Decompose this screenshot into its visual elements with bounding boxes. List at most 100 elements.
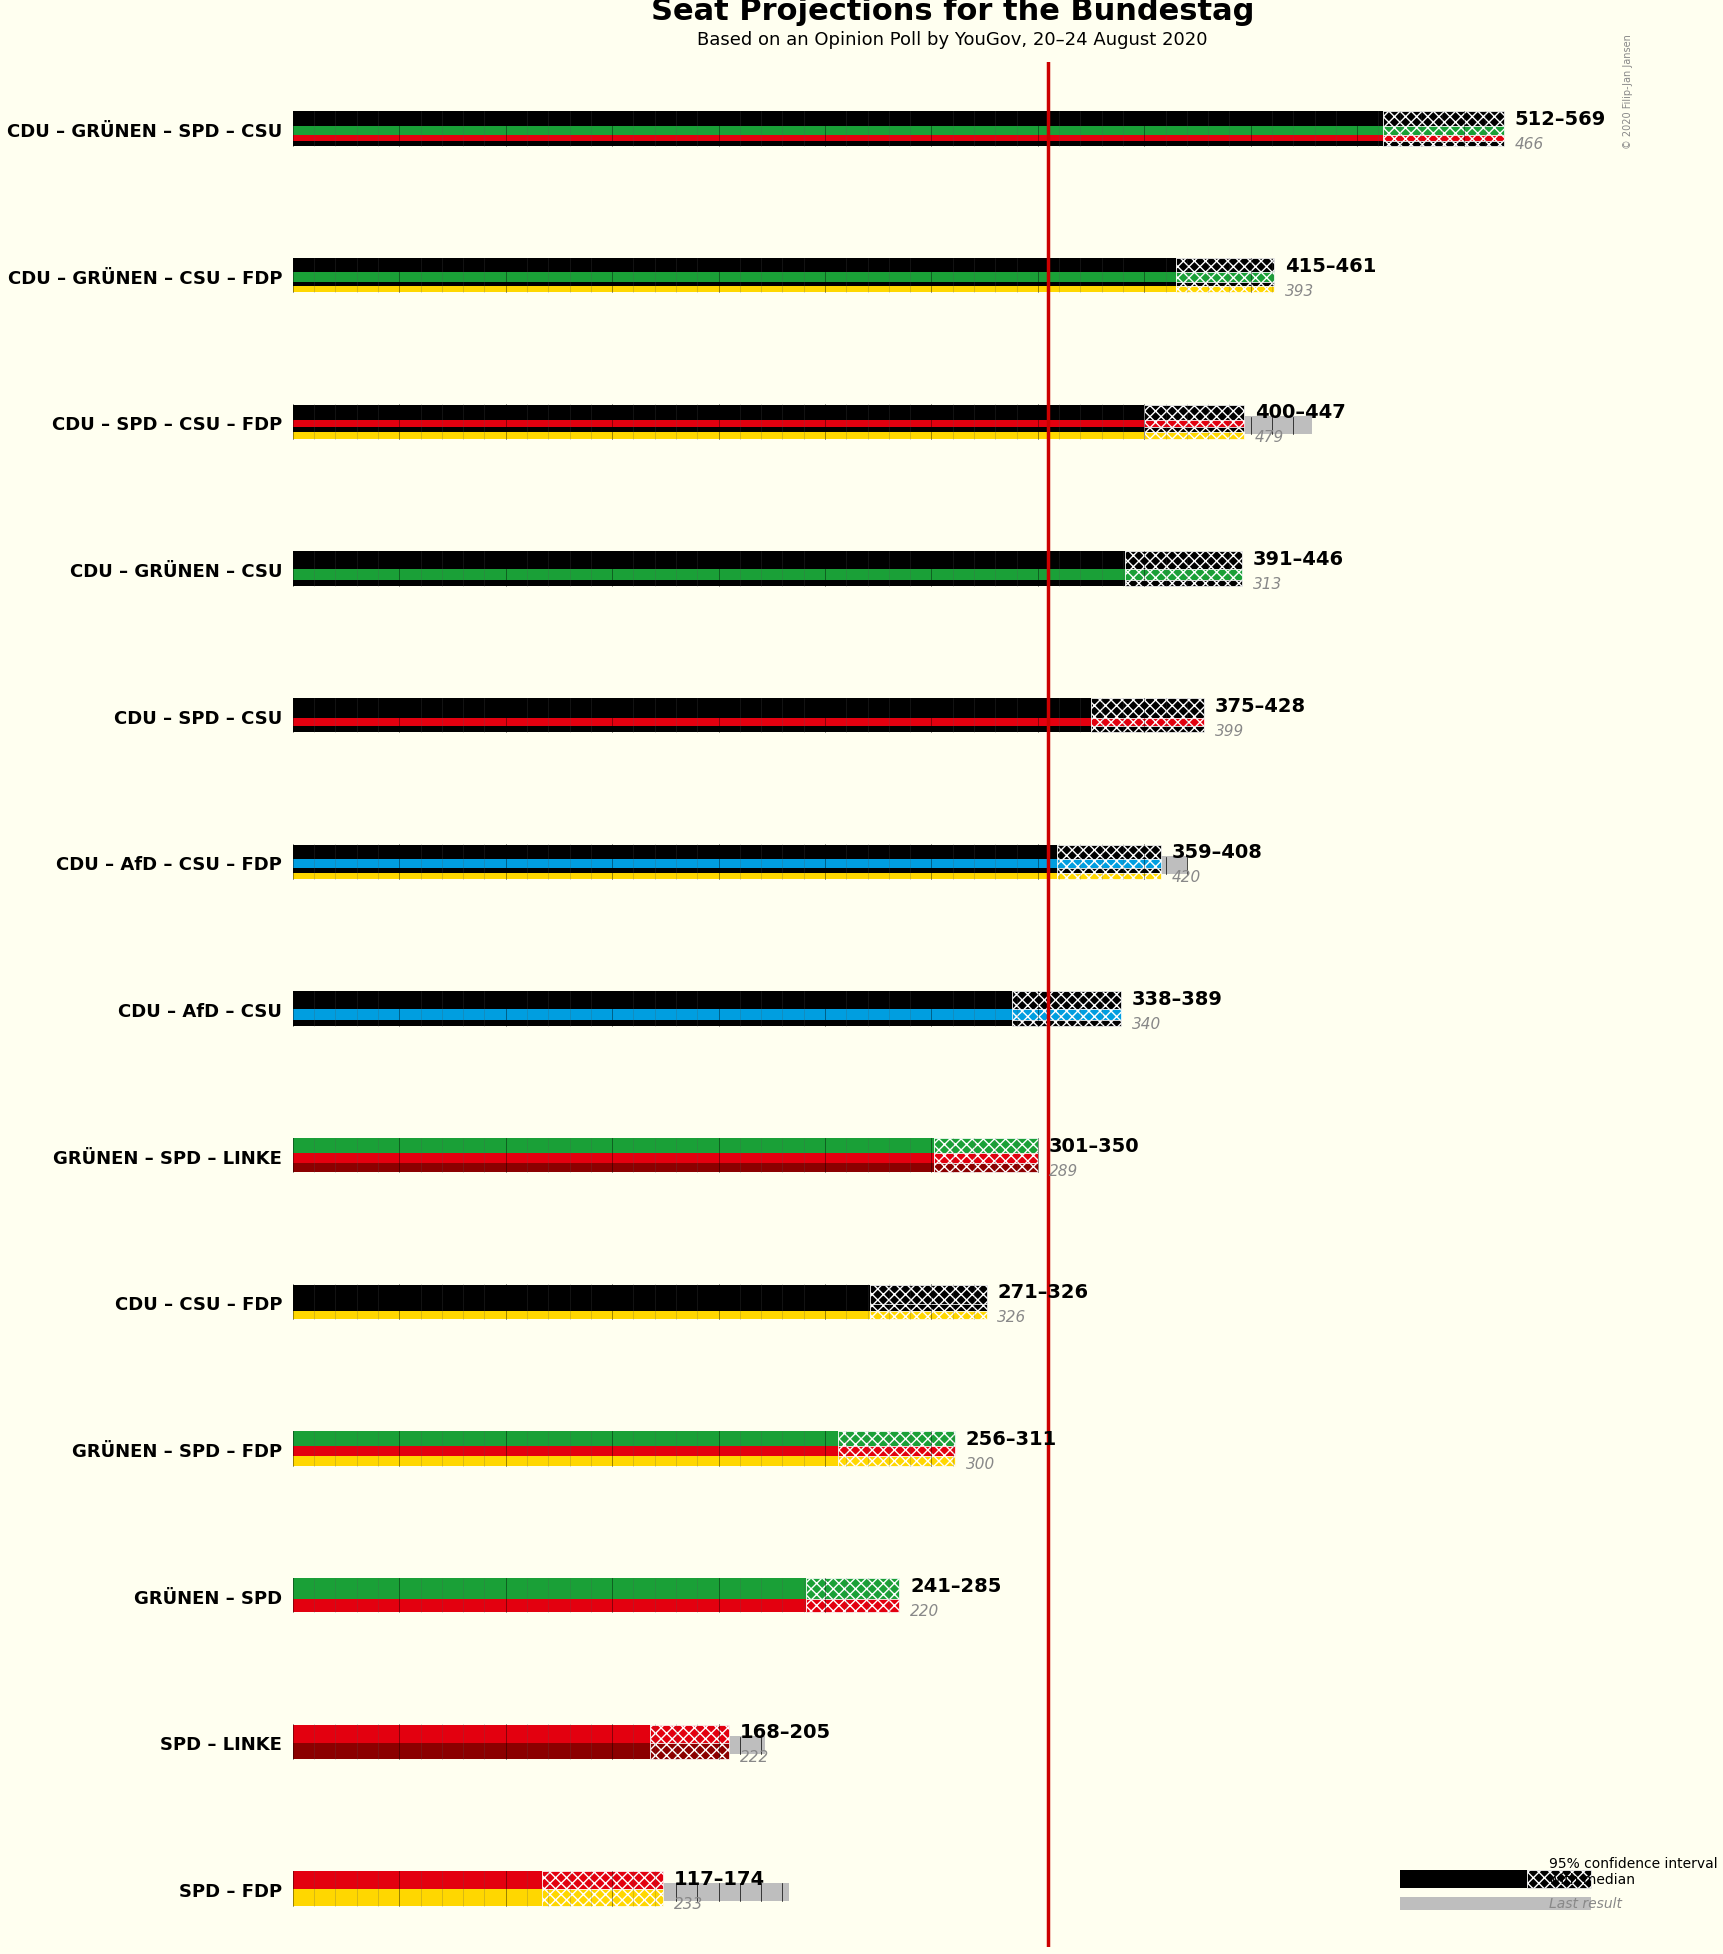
Bar [293,1442,930,1462]
Text: 393: 393 [1284,283,1313,299]
Bar [293,991,1011,1008]
Bar [1382,125,1502,135]
Text: CDU – GRÜNEN – CSU: CDU – GRÜNEN – CSU [69,563,283,580]
Bar [293,551,1125,569]
Bar [1125,580,1242,586]
Text: CDU – SPD – CSU – FDP: CDU – SPD – CSU – FDP [52,416,283,434]
Bar [293,873,1056,879]
Bar [805,1579,899,1598]
Bar [293,1153,932,1163]
Text: 466: 466 [1515,137,1544,152]
Text: CDU – GRÜNEN – CSU – FDP: CDU – GRÜNEN – CSU – FDP [7,270,283,287]
Bar [1011,991,1120,1008]
Bar [293,717,1091,727]
Bar [1175,272,1273,281]
Bar [293,420,1144,428]
Text: CDU – AfD – CSU – FDP: CDU – AfD – CSU – FDP [57,856,283,873]
Text: 326: 326 [998,1311,1027,1325]
Text: 479: 479 [1254,430,1284,446]
Text: 300: 300 [965,1458,994,1471]
Bar [650,1725,729,1743]
Bar [293,1008,1011,1020]
Text: 340: 340 [1130,1016,1160,1032]
Text: CDU – AfD – CSU: CDU – AfD – CSU [119,1002,283,1022]
Bar [1144,428,1244,432]
Bar [293,580,1125,586]
Bar [293,1296,986,1315]
Bar [293,1890,541,1905]
Bar [1056,868,1161,873]
Bar [293,856,1185,875]
Text: 241–285: 241–285 [910,1577,1001,1596]
Bar [293,428,1144,432]
Bar [1011,1008,1120,1020]
Bar [932,1137,1037,1153]
Text: 95% confidence interval
with median: 95% confidence interval with median [1547,1856,1716,1888]
Bar [293,258,1175,272]
Bar [932,1153,1037,1163]
Bar [293,1725,650,1743]
Bar [293,1456,837,1466]
Text: 512–569: 512–569 [1515,109,1604,129]
Text: CDU – CSU – FDP: CDU – CSU – FDP [115,1296,283,1315]
Text: CDU – SPD – CSU: CDU – SPD – CSU [114,709,283,727]
Bar [293,860,1056,868]
Bar [293,569,1125,580]
Bar [293,1002,1017,1022]
Bar [1175,287,1273,293]
Bar [1382,141,1502,147]
Text: 375–428: 375–428 [1213,698,1304,715]
Bar [293,1020,1011,1026]
Bar [1399,1897,1590,1911]
Text: Based on an Opinion Poll by YouGov, 20–24 August 2020: Based on an Opinion Poll by YouGov, 20–2… [698,31,1208,49]
Text: GRÜNEN – SPD – LINKE: GRÜNEN – SPD – LINKE [53,1149,283,1168]
Bar [293,123,1284,141]
Bar [293,1286,868,1303]
Bar [293,868,1056,873]
Bar [1125,569,1242,580]
Bar [293,141,1382,147]
Text: 391–446: 391–446 [1253,551,1344,569]
Bar [293,709,1141,727]
Bar [293,698,1091,717]
Text: 400–447: 400–447 [1254,403,1346,422]
Text: 117–174: 117–174 [674,1870,765,1890]
Bar [293,281,1175,287]
Bar [868,1303,986,1311]
Text: SPD – LINKE: SPD – LINKE [160,1737,283,1755]
Bar [1125,551,1242,569]
Bar [541,1872,663,1890]
Text: 220: 220 [910,1604,939,1618]
Bar [1175,281,1273,287]
Text: 256–311: 256–311 [965,1430,1056,1450]
Text: 222: 222 [739,1751,768,1764]
Bar [837,1456,955,1466]
Bar [293,1579,805,1598]
Text: Seat Projections for the Bundestag: Seat Projections for the Bundestag [651,0,1254,25]
Bar [293,1303,868,1311]
Bar [293,416,1311,434]
Bar [293,1432,837,1446]
Text: 271–326: 271–326 [998,1284,1087,1303]
Text: 168–205: 168–205 [739,1723,830,1743]
Text: 313: 313 [1253,576,1282,592]
Bar [293,287,1175,293]
Bar [1091,698,1203,717]
Bar [650,1743,729,1759]
Bar [293,727,1091,733]
Bar [293,1591,760,1608]
Bar [293,1149,908,1168]
Bar [293,563,958,580]
Bar [1144,420,1244,428]
Bar [293,1446,837,1456]
Bar [1175,258,1273,272]
Bar [1382,111,1502,125]
Bar [1527,1870,1590,1888]
Bar [1144,432,1244,440]
Text: 338–389: 338–389 [1130,991,1222,1008]
Bar [293,1737,765,1755]
Bar [293,1884,789,1901]
Text: SPD – FDP: SPD – FDP [179,1884,283,1901]
Bar [1399,1870,1527,1888]
Text: Last result: Last result [1547,1897,1621,1911]
